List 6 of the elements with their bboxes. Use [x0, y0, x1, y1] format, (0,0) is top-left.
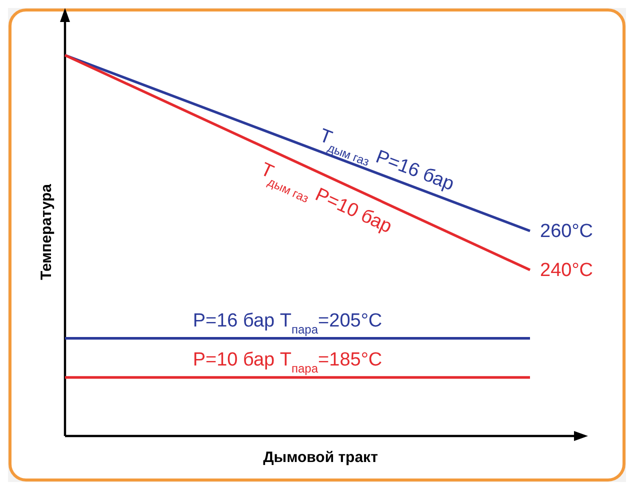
data-label: 240°C [540, 260, 594, 281]
series-label: P=10 бар T$_{пара}$=185°C [192, 349, 382, 376]
y-axis-title: Температура [38, 183, 55, 280]
data-label: 260°C [540, 220, 594, 242]
x-axis-title: Дымовой тракт [263, 449, 378, 466]
series-label: P=16 бар T$_{пара}$=205°C [192, 310, 382, 336]
